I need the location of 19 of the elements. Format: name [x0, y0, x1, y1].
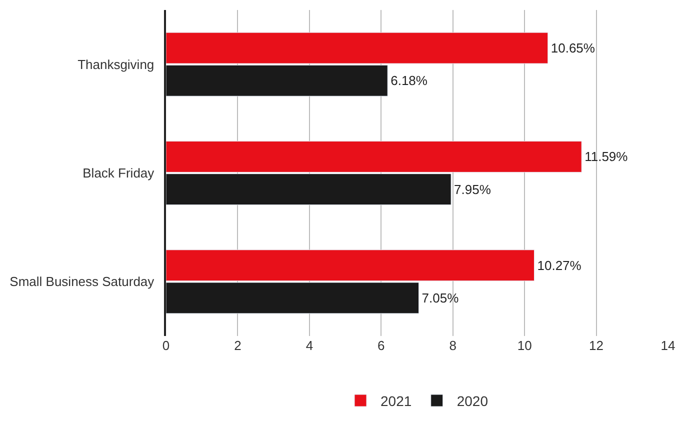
data-label: 7.05%	[422, 290, 460, 306]
x-tick-label: 6	[378, 338, 385, 353]
x-tick-label: 4	[306, 338, 314, 353]
data-label: 10.27%	[537, 258, 582, 273]
legend-label: 2020	[456, 392, 488, 409]
y-tick-label: Thanksgiving	[78, 56, 162, 72]
x-tick-label: 2	[234, 338, 242, 353]
x-tick-label: 0	[162, 338, 170, 353]
data-label: 6.18%	[390, 73, 428, 88]
legend-label: 2021	[380, 392, 412, 409]
data-label: 10.65%	[550, 40, 596, 56]
x-tick-label: 10	[517, 338, 532, 353]
y-tick-label: Black Friday	[82, 166, 162, 181]
data-label: 7.95%	[454, 182, 492, 197]
y-tick-label: Small Business Saturday	[10, 274, 162, 290]
x-tick-label: 8	[449, 338, 456, 353]
x-tick-label: 12	[589, 338, 604, 353]
data-label: 11.59%	[584, 149, 628, 164]
x-tick-label: 14	[660, 338, 676, 353]
